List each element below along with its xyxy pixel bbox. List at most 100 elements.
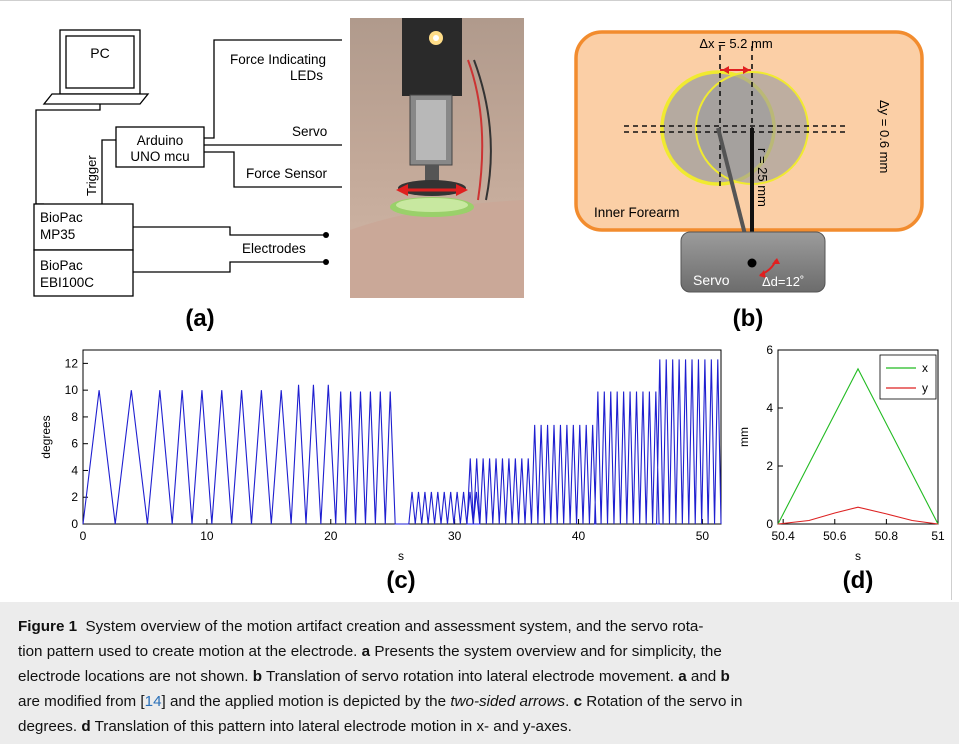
chart-d: 0 2 4 6 50.4 50.6 50.8 51 x y mm s (d): [737, 343, 945, 594]
dx-label: Δx = 5.2 mm: [699, 36, 772, 51]
chart-c-ytick-label: 0: [71, 517, 78, 531]
caption-c-text: Rotation of the servo in: [586, 693, 743, 710]
caption-line-4: are modified from [14] and the applied m…: [18, 689, 949, 714]
chart-d-ytick-label: 6: [766, 343, 773, 357]
arduino-line1: Arduino: [137, 133, 184, 148]
caption-line-3: electrode locations are not shown. b Tra…: [18, 664, 949, 689]
chart-d-ytick-label: 4: [766, 401, 773, 415]
chart-d-x-ticks: 50.4 50.6 50.8 51: [771, 519, 945, 543]
mp35-line1: BioPac: [40, 210, 83, 225]
figure-svg: PC Arduino UNO mcu Trigger BioPac MP35 B…: [33, 18, 945, 594]
chart-c-xlabel: s: [398, 549, 404, 563]
panel-a-label: (a): [185, 305, 214, 332]
chart-c-ytick-label: 2: [71, 490, 78, 504]
caption-fig-label: Figure 1: [18, 618, 78, 635]
chart-d-ylabel: mm: [737, 427, 751, 447]
chart-d-xlabel: s: [855, 549, 861, 563]
chart-d-ytick-label: 0: [766, 517, 773, 531]
caption-text-2: tion pattern used to create motion at th…: [18, 643, 358, 660]
electrodes-label: Electrodes: [242, 241, 306, 256]
caption-d-text: Translation of this pattern into lateral…: [94, 718, 572, 735]
caption-text-3: electrode locations are not shown.: [18, 668, 249, 685]
ebi-line2: EBI100C: [40, 275, 94, 290]
caption-line-5: degrees. d Translation of this pattern i…: [18, 714, 949, 739]
caption-text-5: degrees.: [18, 718, 78, 735]
chart-d-y-ticks: 0 2 4 6: [766, 343, 783, 531]
chart-c-ytick-label: 10: [65, 383, 79, 397]
chart-c-ylabel: degrees: [39, 415, 53, 458]
apparatus-photo: [350, 18, 524, 298]
chart-c-xtick-label: 40: [572, 529, 586, 543]
chart-c-ytick-label: 4: [71, 463, 78, 477]
chart-c-xtick-label: 0: [80, 529, 87, 543]
caption-text-4b: ] and the applied motion is depicted by …: [161, 693, 447, 710]
electrode-dot-1: [323, 232, 329, 238]
caption-text-4a: are modified from [: [18, 693, 145, 710]
panel-a: PC Arduino UNO mcu Trigger BioPac MP35 B…: [33, 18, 524, 332]
pc-icon: PC: [42, 29, 150, 105]
caption-line-2: tion pattern used to create motion at th…: [18, 639, 949, 664]
mp35-line2: MP35: [40, 227, 75, 242]
caption-ab-a: a: [678, 668, 687, 685]
chart-d-xtick-label: 51: [931, 529, 945, 543]
caption-ref-link[interactable]: 14: [144, 693, 162, 710]
caption-arrows: two-sided arrows: [450, 693, 566, 710]
arduino-box: [115, 126, 205, 168]
panel-d-label: (d): [843, 567, 874, 594]
arduino-line2: UNO mcu: [130, 149, 189, 164]
inner-forearm-label: Inner Forearm: [594, 205, 680, 220]
chart-d-xtick-label: 50.8: [875, 529, 899, 543]
chart-d-series-y: [777, 506, 939, 525]
chart-c-ytick-label: 6: [71, 437, 78, 451]
caption-ab-and: and: [690, 668, 717, 685]
caption-d-label: d: [81, 718, 91, 735]
caption-c-label: c: [573, 693, 583, 710]
chart-c-x-ticks: 0 10 20 30 40 50: [80, 519, 710, 543]
chart-c-ytick-label: 12: [65, 356, 79, 370]
chart-c-xtick-label: 50: [696, 529, 710, 543]
figure-caption: Figure 1 System overview of the motion a…: [0, 602, 959, 744]
force-leds-line1: Force Indicating: [230, 52, 326, 67]
servo-label-a: Servo: [292, 124, 327, 139]
caption-line-1: Figure 1 System overview of the motion a…: [18, 614, 949, 639]
ebi-line1: BioPac: [40, 258, 83, 273]
chart-d-series-x: [777, 367, 939, 525]
caption-a-label: a: [361, 643, 371, 660]
chart-d-frame: [777, 349, 939, 525]
ebi-box: [33, 249, 134, 297]
force-sensor-label: Force Sensor: [246, 166, 328, 181]
chart-c-xtick-label: 30: [448, 529, 462, 543]
caption-period: .: [565, 693, 570, 710]
electrode-dot-2: [323, 259, 329, 265]
chart-c-series-line: [82, 359, 722, 525]
chart-d-ytick-label: 2: [766, 459, 773, 473]
panel-b-label: (b): [733, 305, 764, 332]
chart-c: 0 2 4 6 8 10 12 0 10 20 30 40 50 degrees s (c): [39, 349, 722, 594]
servo-label-b: Servo: [693, 272, 730, 288]
panel-b: Δx = 5.2 mm Δy = 0.6 mm r = 25 mm Inner …: [574, 30, 924, 332]
caption-b-label: b: [252, 668, 262, 685]
r-label: r = 25 mm: [755, 148, 770, 207]
mp35-box: [33, 203, 134, 251]
panel-c-label: (c): [386, 567, 415, 594]
servo-axis: [747, 258, 757, 268]
caption-b-text: Translation of servo rotation into later…: [265, 668, 674, 685]
dd-label: Δd=12˚: [762, 274, 804, 289]
legend-x-label: x: [922, 361, 928, 375]
chart-c-xtick-label: 20: [324, 529, 338, 543]
chart-d-legend: x y: [879, 354, 937, 400]
chart-c-ytick-label: 8: [71, 410, 78, 424]
chart-d-xtick-label: 50.6: [823, 529, 847, 543]
caption-ab-b: b: [720, 668, 730, 685]
chart-c-y-ticks: 0 2 4 6 8 10 12: [65, 356, 88, 531]
chart-c-xtick-label: 10: [200, 529, 214, 543]
pc-label: PC: [90, 45, 109, 61]
trigger-label: Trigger: [84, 155, 99, 196]
caption-a-text: Presents the system overview and for sim…: [374, 643, 722, 660]
force-leds-line2: LEDs: [290, 68, 323, 83]
legend-y-label: y: [922, 381, 928, 395]
chart-d-xtick-label: 50.4: [771, 529, 795, 543]
caption-text-1: System overview of the motion artifact c…: [85, 618, 704, 635]
dy-label: Δy = 0.6 mm: [877, 100, 892, 173]
